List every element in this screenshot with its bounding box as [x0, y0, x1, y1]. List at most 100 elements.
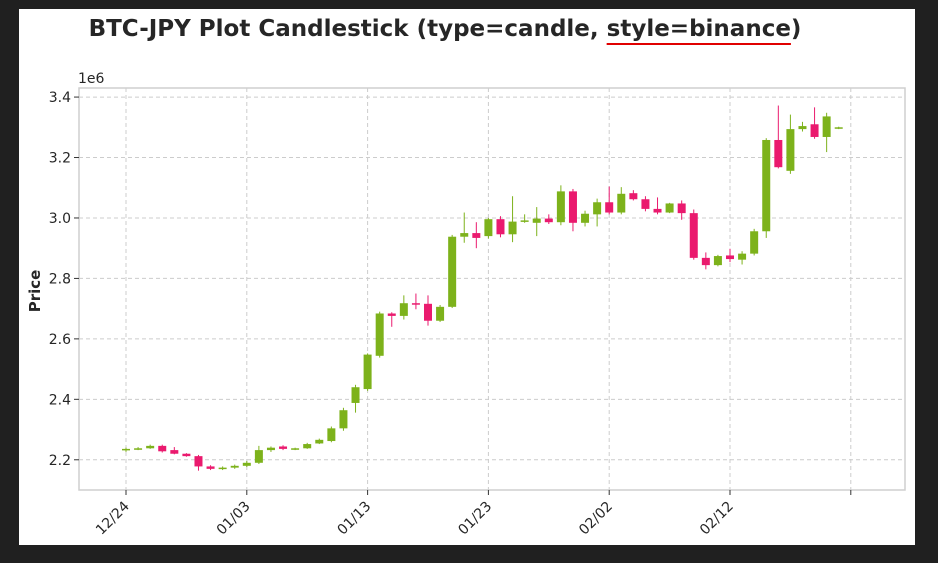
candle-up: [339, 407, 348, 431]
candle-up: [520, 214, 529, 223]
candle-up: [327, 426, 336, 443]
chart-title: BTC-JPY Plot Candlestick (type=candle, s…: [89, 16, 802, 42]
candle-body: [375, 313, 384, 356]
candle-down: [472, 222, 481, 249]
candle-body: [532, 218, 541, 223]
candle-body: [122, 448, 130, 451]
x-tick-label: 01/03: [214, 499, 254, 539]
candle-down: [568, 188, 577, 232]
x-tick-label: 01/23: [455, 499, 495, 539]
x-tick-label: 02/12: [697, 499, 737, 539]
candle-up: [315, 438, 324, 445]
candle-down: [544, 214, 553, 225]
y-offset-label: 1e6: [78, 71, 105, 87]
candle-down: [701, 252, 710, 270]
candle-up: [351, 384, 360, 413]
candle-body: [339, 410, 348, 429]
candle-body: [593, 202, 602, 215]
candle-body: [508, 221, 517, 235]
candle-up: [822, 112, 831, 153]
candle-body: [581, 213, 590, 223]
candle-body: [206, 466, 215, 469]
chart-figure: BTC-JPY Plot Candlestick (type=candle, s…: [19, 9, 915, 545]
candle-body: [460, 233, 469, 237]
candle-body: [363, 354, 372, 390]
candle-body: [750, 231, 759, 254]
candle-body: [194, 456, 203, 467]
candle-body: [230, 465, 239, 468]
candle-up: [593, 198, 602, 227]
candle-up: [460, 212, 469, 243]
candle-body: [689, 213, 698, 258]
candle-body: [472, 233, 481, 238]
candle-body: [484, 219, 493, 237]
candle-down: [653, 197, 662, 215]
y-axis-label: Price: [26, 270, 44, 313]
y-tick-label: 2.8: [49, 271, 71, 287]
x-tick-label: 02/02: [576, 499, 616, 539]
candle-up: [617, 187, 626, 215]
y-tick-label: 3.4: [49, 90, 71, 106]
candle-body: [387, 313, 396, 316]
candle-up: [291, 447, 300, 451]
candle-body: [726, 255, 734, 260]
candle-down: [774, 105, 783, 169]
candle-down: [411, 293, 420, 310]
candle-up: [484, 217, 493, 239]
y-tick-label: 2.4: [49, 392, 71, 408]
candle-down: [387, 312, 396, 327]
candle-up: [786, 114, 795, 174]
candlestick-chart: BTC-JPY Plot Candlestick (type=candle, s…: [26, 16, 906, 539]
candle-body: [774, 139, 783, 168]
candle-up: [556, 185, 565, 226]
candle-down: [689, 209, 698, 260]
candle-body: [218, 467, 227, 470]
candle-body: [170, 450, 179, 454]
candle-body: [266, 447, 275, 451]
x-axis-ticks: 12/24 01/03 01/13 01/23 02/02 02/12: [93, 490, 852, 539]
candle-down: [170, 447, 179, 455]
candle-body: [556, 191, 565, 223]
candle-down: [605, 186, 614, 215]
candle-up: [122, 447, 130, 452]
candle-body: [713, 256, 722, 266]
y-tick-label: 3.2: [49, 151, 71, 167]
candle-up: [738, 251, 747, 265]
candle-body: [786, 129, 795, 171]
candle-down: [279, 445, 288, 451]
candle-body: [834, 127, 843, 129]
candle-up: [448, 234, 457, 309]
y-tick-label: 2.2: [49, 453, 71, 469]
candle-body: [182, 453, 191, 457]
candle-down: [677, 200, 686, 220]
candle-body: [544, 218, 553, 223]
candle-body: [798, 126, 807, 130]
candle-body: [738, 253, 747, 260]
candle-down: [158, 444, 167, 453]
candle-up: [665, 202, 674, 214]
candle-body: [448, 236, 457, 307]
candle-up: [146, 444, 155, 449]
plot-area-frame: [78, 87, 906, 491]
candle-up: [230, 464, 239, 469]
candle-body: [762, 139, 771, 232]
candle-down: [194, 454, 203, 471]
candle-up: [532, 207, 541, 237]
candle-up: [798, 121, 807, 132]
candles: [122, 105, 843, 471]
candle-down: [810, 107, 819, 139]
candle-down: [496, 216, 505, 238]
candle-down: [726, 248, 734, 263]
candle-up: [218, 466, 227, 471]
candle-up: [762, 138, 771, 238]
candle-body: [291, 448, 300, 450]
candle-up: [266, 446, 275, 452]
x-tick-label: 01/13: [335, 499, 375, 539]
candle-up: [750, 228, 759, 256]
candle-body: [436, 306, 445, 321]
candle-body: [677, 203, 686, 214]
candle-body: [629, 193, 638, 200]
candle-up: [303, 442, 312, 449]
y-tick-label: 3.0: [49, 211, 71, 227]
candle-up: [436, 305, 445, 322]
